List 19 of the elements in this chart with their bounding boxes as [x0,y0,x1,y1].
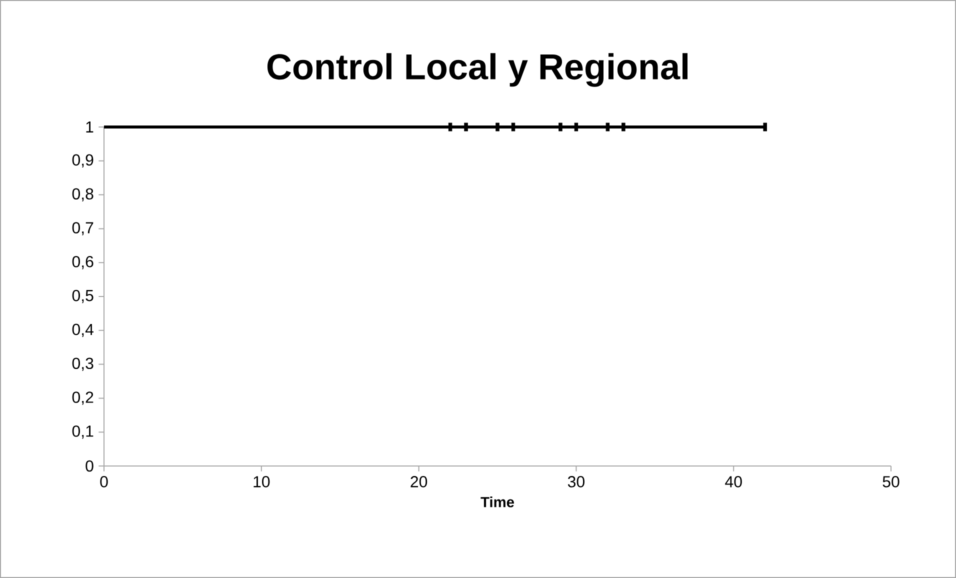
y-tick-label: 0,8 [72,188,94,202]
x-tick-label: 20 [410,476,428,488]
x-tick-label: 50 [882,476,900,488]
x-tick-label: 0 [100,476,108,488]
chart-title: Control Local y Regional [267,53,688,87]
y-tick-label: 0,2 [72,392,94,405]
x-axis-title: Time [480,496,514,508]
y-tick-label: 0 [86,460,94,472]
x-tick-label: 10 [254,476,270,488]
y-tick-label: 0,7 [72,222,94,236]
x-tick-label: 40 [725,476,742,488]
y-tick-label: 0,4 [72,324,94,338]
y-tick-label: 0,9 [72,154,94,168]
y-tick-label: 0,6 [72,256,94,270]
y-tick-label: 0,5 [72,290,94,304]
y-tick-label: 0,3 [72,358,94,371]
y-tick-label: 0,1 [72,425,94,439]
y-tick-label: 1 [86,122,94,132]
x-tick-label: 30 [568,476,584,488]
